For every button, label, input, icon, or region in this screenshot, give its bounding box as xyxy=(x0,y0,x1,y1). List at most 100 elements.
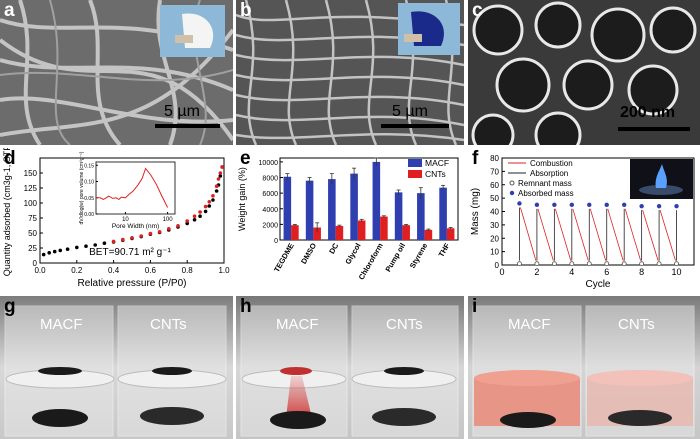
x-tick-label: 6 xyxy=(604,267,609,277)
sem-image-pores xyxy=(468,0,700,145)
data-point xyxy=(216,177,221,181)
scale-bar-label: 5 µm xyxy=(164,103,200,120)
absorbed-mass-point xyxy=(517,201,522,206)
legend-absorbed-marker xyxy=(509,190,515,196)
inset-y-tick-label: 0.00 xyxy=(84,212,94,218)
x-tick-label: 4 xyxy=(569,267,574,277)
panel-b: b 5 µm xyxy=(236,0,464,145)
bet-annotation: BET=90.71 m² g⁻¹ xyxy=(89,247,171,258)
y-axis-label: Quantity adsorbed (cm3g-1, STP xyxy=(2,148,12,276)
remnant-mass-point xyxy=(551,261,557,267)
x-tick-label: 10 xyxy=(672,267,682,277)
data-point xyxy=(47,251,51,255)
data-point xyxy=(139,234,143,238)
data-point xyxy=(203,204,208,209)
y-tick-label: 75 xyxy=(28,214,37,223)
legend-label: Absorption xyxy=(530,169,568,178)
y-tick-label: 8000 xyxy=(262,176,278,183)
bar xyxy=(291,225,299,240)
data-point xyxy=(41,252,46,257)
data-point xyxy=(198,214,202,218)
combustion-arrow xyxy=(537,208,554,261)
data-point xyxy=(198,210,202,214)
y-tick-label: 25 xyxy=(28,244,37,253)
data-point xyxy=(211,198,215,202)
y-tick-label: 40 xyxy=(490,208,499,217)
inset-y-tick-label: 0.05 xyxy=(84,196,94,202)
absorbed-mass-point xyxy=(639,203,644,209)
combustion-arrow xyxy=(572,208,589,261)
combustion-arrow xyxy=(589,208,607,261)
bar xyxy=(439,187,447,240)
panel-label: e xyxy=(240,148,251,169)
x-tick-label: 2 xyxy=(534,267,539,277)
panel-f: f 0 2 4 6 8 10 0 10 20 30 40 50 60 70 80 Cycle Mass (mg)… xyxy=(468,148,700,293)
y-tick-label: 50 xyxy=(28,229,37,238)
absorbed-mass-point xyxy=(621,202,627,208)
absorbed-mass-point xyxy=(674,203,679,209)
x-axis-label: Cycle xyxy=(585,279,610,290)
scale-bar-label: 5 µm xyxy=(392,103,428,120)
y-tick-label: 100 xyxy=(24,199,38,208)
x-tick-label: 1.0 xyxy=(218,266,230,275)
data-point xyxy=(214,189,219,193)
remnant-mass-point xyxy=(586,261,592,267)
legend-label: CNTs xyxy=(425,169,446,179)
x-axis-label: Relative pressure (P/P0) xyxy=(78,278,187,289)
panel-label: a xyxy=(4,0,15,21)
y-tick-label: 0 xyxy=(274,238,278,245)
category-label: DMSO xyxy=(299,241,318,265)
y-tick-label: 4000 xyxy=(262,207,278,214)
data-point xyxy=(218,174,223,178)
bar xyxy=(328,179,336,240)
data-point xyxy=(75,245,79,250)
absorbed-mass-point xyxy=(552,202,557,208)
inset-flame xyxy=(655,164,667,188)
panel-label: c xyxy=(472,0,483,21)
x-tick-label: 0 xyxy=(499,267,504,277)
vial-label-right: CNTs xyxy=(618,316,655,333)
chart-isotherm: 0.0 0.2 0.4 0.6 0.8 1.0 0 25 50 75 100 125 150 Relati… xyxy=(2,148,230,289)
absorbed-mass-point xyxy=(656,203,662,209)
panel-e: e 0 2000 4000 6000 8000 10000 Weight gain (%) T… xyxy=(236,148,464,293)
bar xyxy=(446,228,455,240)
remnant-mass-point xyxy=(604,261,610,267)
vial-label-right: CNTs xyxy=(150,316,187,333)
vial-label-right: CNTs xyxy=(386,316,423,333)
panel-label: b xyxy=(240,0,252,21)
panel-i: i MACF CNTs xyxy=(468,296,700,439)
y-tick-label: 125 xyxy=(24,184,38,193)
y-tick-label: 10000 xyxy=(259,160,279,167)
photo-vials-h xyxy=(236,296,464,439)
bar xyxy=(394,192,403,240)
remnant-mass-point xyxy=(517,261,522,267)
absorbed-mass-point xyxy=(534,202,540,208)
panel-d: d 0.0 0.2 0.4 0.6 0.8 1.0 0 25 50 75 100 125 150 Rela… xyxy=(0,148,233,293)
category-label: Styrene xyxy=(408,242,430,270)
category-label: TEGDME xyxy=(272,242,296,274)
inset-y-tick-label: 0.15 xyxy=(84,163,94,169)
panel-c: c 200 nm xyxy=(468,0,700,145)
vial-label-left: MACF xyxy=(508,316,551,333)
absorbed-mass-point xyxy=(604,202,609,208)
scale-bar-label: 200 nm xyxy=(620,104,676,121)
data-point xyxy=(167,227,171,231)
y-tick-label: 6000 xyxy=(262,191,278,198)
absorbed-mass-point xyxy=(587,202,592,208)
plot-frame xyxy=(279,157,459,241)
bar xyxy=(417,193,425,240)
data-point xyxy=(176,224,180,228)
x-tick-label: 0.2 xyxy=(71,266,83,275)
remnant-mass-point xyxy=(534,261,540,267)
inset-series-line xyxy=(96,167,169,208)
bar xyxy=(424,229,433,240)
combustion-arrow xyxy=(554,208,572,261)
panel-a: a 5 µm xyxy=(0,0,233,145)
panel-label: i xyxy=(472,296,478,317)
data-point xyxy=(93,243,97,247)
remnant-mass-point xyxy=(656,261,662,267)
bar xyxy=(335,225,344,240)
category-label: Glycol xyxy=(343,242,362,266)
bar xyxy=(357,220,366,240)
data-point xyxy=(220,165,224,169)
